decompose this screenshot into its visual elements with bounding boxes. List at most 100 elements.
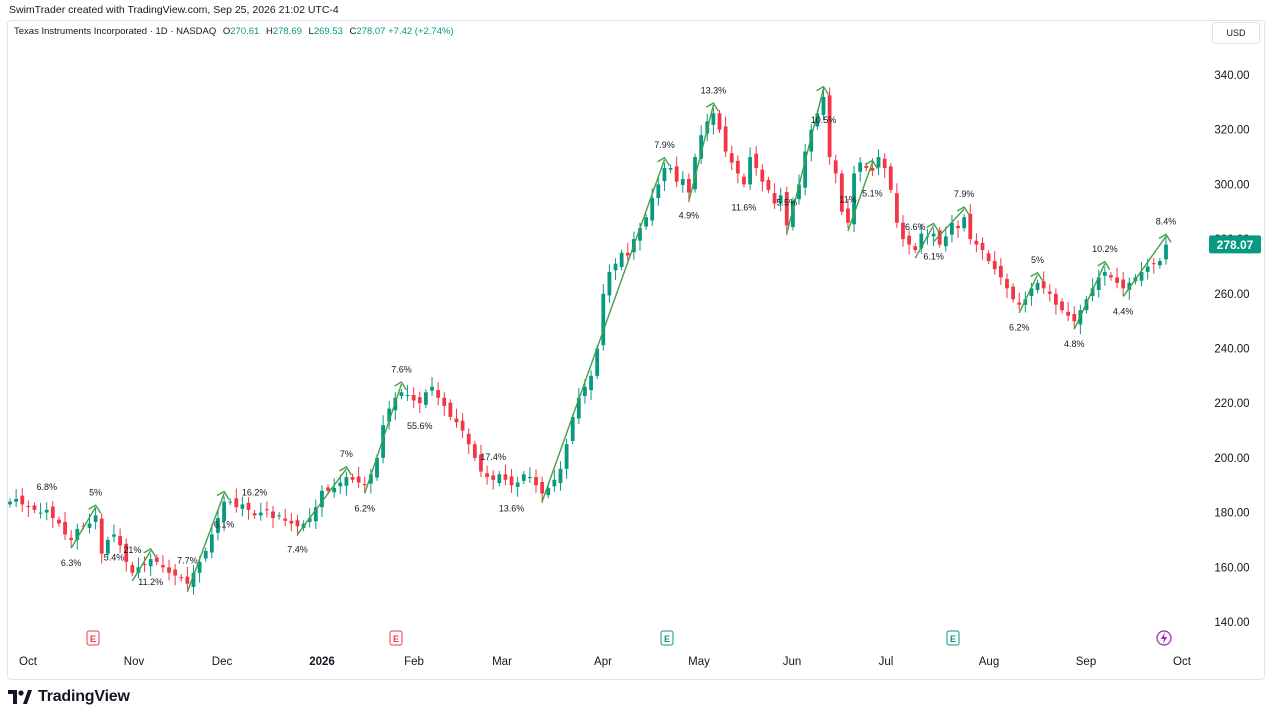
candle-body [148, 559, 153, 567]
candle-body [252, 513, 257, 516]
candle-body [1127, 282, 1132, 290]
candle-body [295, 520, 300, 527]
candle-body [748, 157, 752, 185]
earnings-marker-label: E [393, 634, 399, 644]
candle-body [8, 501, 12, 505]
candle-body [974, 240, 979, 245]
y-tick-label: 220.00 [1214, 398, 1249, 410]
swing-arrowhead [956, 206, 970, 216]
candle-body [1115, 277, 1119, 283]
candle-body [289, 520, 294, 524]
candle-body [93, 515, 98, 522]
candle-body [650, 198, 655, 221]
candle-body [472, 444, 477, 458]
swing-percent-label: 13.3% [701, 85, 727, 95]
candle-body [1005, 279, 1009, 289]
candle-body [986, 253, 991, 261]
candle-body [839, 173, 844, 212]
candle-body [234, 498, 239, 508]
tradingview-logo-icon [8, 690, 32, 704]
swing-arrowhead [1097, 260, 1111, 271]
candle-body [1017, 302, 1022, 305]
candle-body [956, 225, 960, 229]
candle-body [864, 165, 869, 168]
earnings-marker-label: E [950, 634, 956, 644]
y-tick-label: 160.00 [1214, 562, 1249, 574]
earnings-marker [660, 630, 674, 646]
currency-button[interactable]: USD [1212, 22, 1260, 44]
candle-body [1157, 260, 1162, 266]
candle-body [277, 515, 282, 517]
candle-body [1109, 275, 1113, 278]
x-tick-label: Sep [1076, 656, 1096, 668]
candle-body [668, 167, 673, 170]
candle-body [161, 565, 165, 568]
candle-body [448, 402, 453, 417]
candle-body [858, 162, 863, 172]
candle-body [888, 166, 893, 190]
candle-body [943, 236, 948, 247]
candle-body [558, 468, 563, 484]
candle-body [711, 113, 716, 125]
swing-percent-label: 7% [340, 449, 353, 459]
swing-arrow [364, 383, 403, 494]
candle-body [962, 217, 967, 229]
swing-arrow [786, 88, 825, 234]
x-tick-label: Feb [404, 656, 424, 668]
swing-arrowhead [88, 504, 102, 514]
x-tick-label: Oct [19, 656, 38, 668]
candle-body [81, 525, 86, 527]
open-value: 270.61 [230, 26, 260, 37]
last-price-tag [1209, 235, 1261, 254]
swing-percent-label: 7.7% [177, 556, 198, 566]
candle-body [937, 230, 942, 245]
swing-percent-label: 16.2% [242, 487, 268, 497]
swing-percent-label: 6.6% [905, 222, 926, 232]
candle-body [784, 192, 789, 226]
x-tick-label: Nov [124, 656, 145, 668]
swing-percent-label: 6.2% [1009, 323, 1030, 333]
candle-body [589, 375, 593, 391]
candle-body [479, 454, 483, 472]
swing-percent-label: 11.2% [138, 577, 163, 587]
candle-body [228, 501, 233, 503]
candle-body [442, 397, 447, 406]
swing-percent-label: 21% [123, 545, 141, 555]
candle-body [815, 113, 820, 127]
candle-body [754, 153, 759, 168]
swing-percent-label: 11% [839, 195, 856, 205]
earnings-marker [86, 630, 100, 646]
candle-body [118, 536, 122, 546]
candle-body [381, 425, 385, 458]
swing-arrowhead [706, 102, 719, 112]
candle-body [870, 167, 875, 171]
swing-percent-label: 7.9% [654, 140, 675, 150]
candle-body [405, 394, 410, 396]
candle-body [656, 184, 661, 199]
candle-body [894, 193, 899, 223]
swing-arrowhead [1030, 271, 1044, 282]
candle-body [680, 178, 685, 185]
candle-body [729, 153, 734, 163]
candle-body [693, 157, 697, 190]
swing-arrowhead [816, 85, 830, 96]
candle-body [625, 252, 630, 256]
swing-arrow [70, 506, 97, 549]
swing-arrow [296, 468, 347, 535]
candle-body [803, 151, 808, 188]
swing-arrow [688, 104, 715, 201]
swing-percent-label: 11.6% [732, 202, 757, 212]
tradingview-logo[interactable]: TradingView [8, 688, 130, 706]
swing-arrow [131, 550, 152, 582]
candle-body [1066, 311, 1071, 316]
candle-body [527, 477, 532, 479]
swing-arrow [1018, 274, 1039, 314]
candle-body [466, 433, 471, 445]
swing-arrowhead [1158, 233, 1172, 243]
change-value: +7.42 (+2.74%) [388, 26, 454, 37]
candle-body [1090, 288, 1095, 296]
swing-arrow [1122, 235, 1167, 297]
earnings-marker-label: E [90, 634, 96, 644]
candle-body [399, 392, 404, 397]
